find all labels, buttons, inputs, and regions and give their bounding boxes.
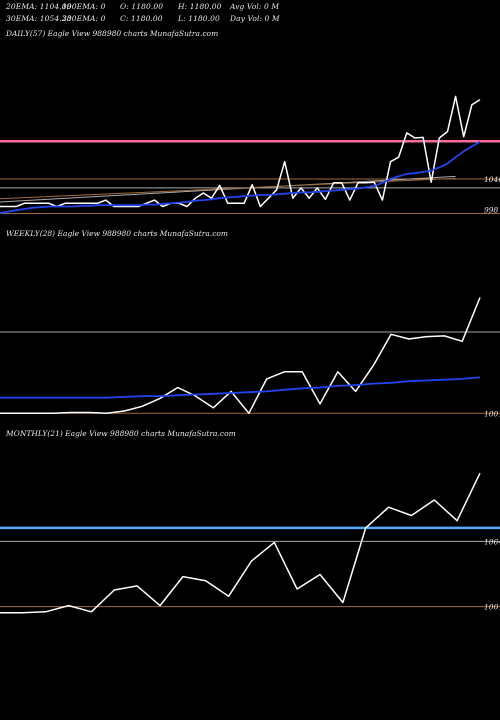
monthly-price-line xyxy=(0,472,481,614)
daily-trendline-0 xyxy=(0,175,456,203)
header-200ema: 200EMA: 0 xyxy=(62,14,106,23)
weekly-price-line xyxy=(0,297,481,415)
weekly-panel: WEEKLY(28) Eagle View 988980 charts Muna… xyxy=(0,229,500,418)
header-avg-vol: Avg Vol: 0 M xyxy=(230,2,280,11)
daily-trendline-1 xyxy=(0,177,456,200)
monthly-axis-label-1001: 1001 xyxy=(484,603,500,612)
monthly-panel: MONTHLY(21) Eagle View 988980 charts Mun… xyxy=(0,429,500,614)
header-close: C: 1180.00 xyxy=(120,14,163,23)
weekly-ema-line xyxy=(0,376,481,399)
daily-panel: DAILY(57) Eagle View 988980 charts Munaf… xyxy=(0,29,500,215)
weekly-axis-label-1001: 1001 xyxy=(484,409,500,418)
monthly-title: MONTHLY(21) Eagle View 988980 charts Mun… xyxy=(5,429,236,438)
daily-ema-line xyxy=(0,141,481,214)
header-30ema: 30EMA: 1054.33 xyxy=(6,14,72,23)
monthly-axis-label-1064: 1064 xyxy=(484,537,500,546)
header-open: O: 1180.00 xyxy=(120,2,164,11)
daily-price-line xyxy=(0,95,481,208)
weekly-title: WEEKLY(28) Eagle View 988980 charts Muna… xyxy=(6,229,228,238)
header-20ema: 20EMA: 1104.09 xyxy=(6,2,72,11)
header-day-vol: Day Vol: 0 M xyxy=(230,14,280,23)
header-100ema: 100EMA: 0 xyxy=(62,2,106,11)
header-high: H: 1180.00 xyxy=(178,2,222,11)
daily-axis-label-998: 998 xyxy=(484,206,499,215)
daily-title: DAILY(57) Eagle View 988980 charts Munaf… xyxy=(5,29,218,38)
daily-axis-label-1046: 1046 xyxy=(484,175,500,184)
header-low: L: 1180.00 xyxy=(178,14,220,23)
